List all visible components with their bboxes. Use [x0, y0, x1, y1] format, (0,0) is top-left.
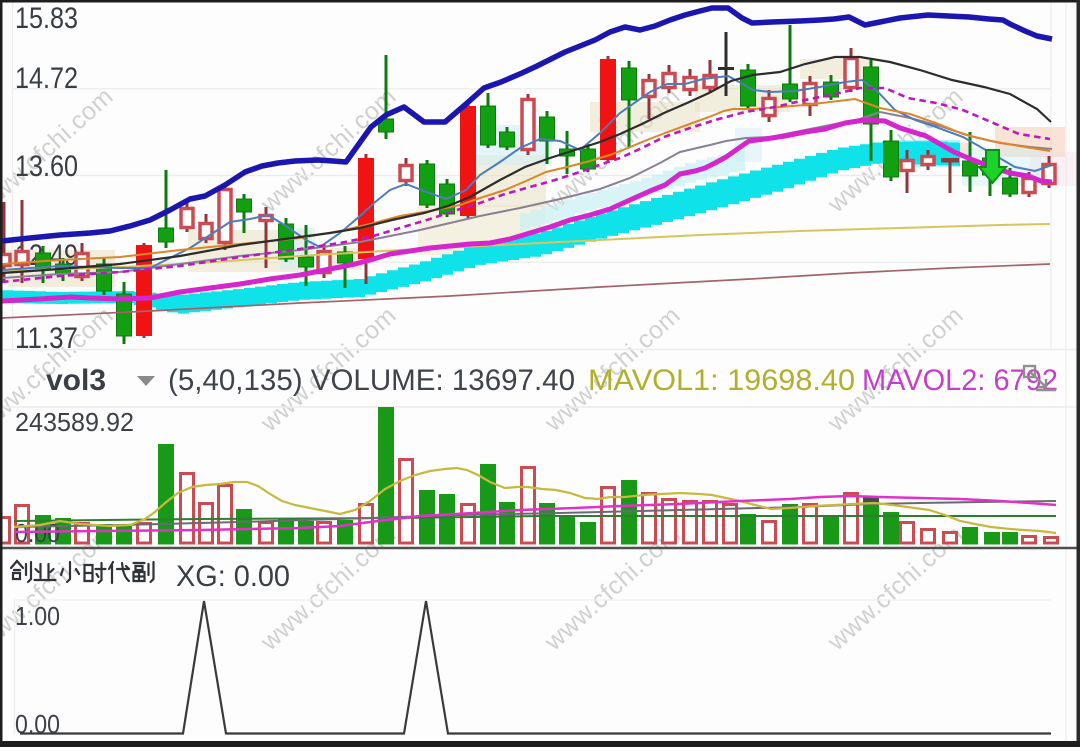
- svg-text:MAVOL2: 6792: MAVOL2: 6792: [862, 364, 1058, 397]
- svg-text:243589.92: 243589.92: [15, 407, 134, 437]
- svg-text:(5,40,135) VOLUME: 13697.40: (5,40,135) VOLUME: 13697.40: [168, 364, 575, 397]
- svg-text:13.60: 13.60: [15, 150, 78, 183]
- svg-text:MAVOL1: 19698.40: MAVOL1: 19698.40: [588, 364, 855, 397]
- svg-text:vol3: vol3: [46, 364, 106, 397]
- svg-text:XG: 0.00: XG: 0.00: [176, 560, 290, 593]
- svg-text:14.72: 14.72: [15, 62, 78, 95]
- svg-text:15.83: 15.83: [15, 2, 78, 35]
- svg-text:1.00: 1.00: [15, 601, 60, 631]
